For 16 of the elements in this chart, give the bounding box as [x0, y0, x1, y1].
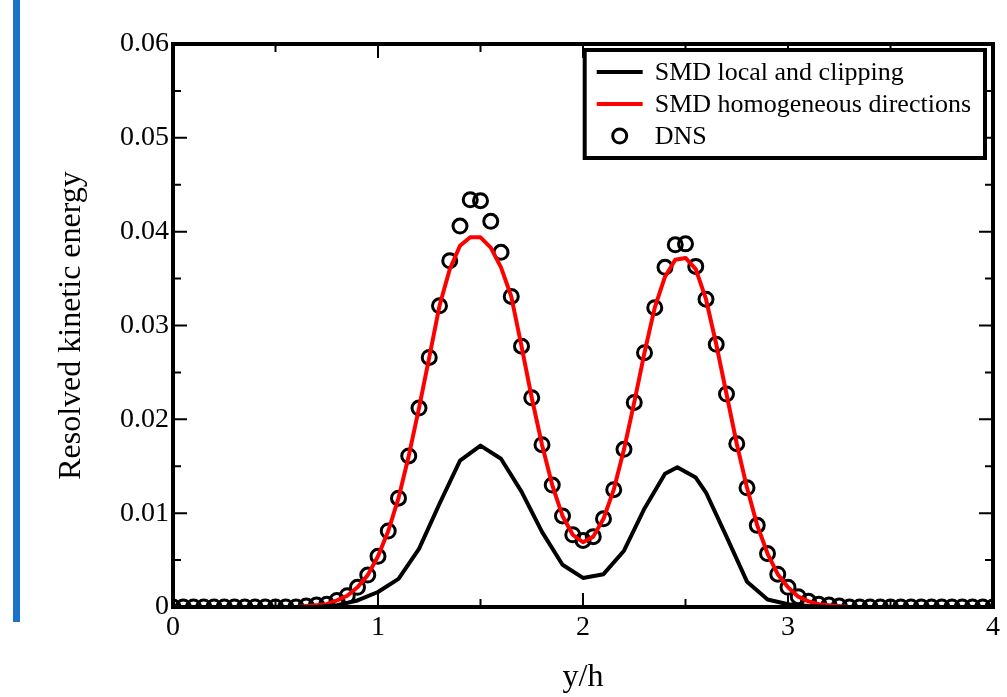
y-tick-label: 0.01 — [120, 495, 169, 527]
y-tick-label: 0.02 — [120, 401, 169, 433]
y-tick-label: 0.04 — [120, 214, 169, 246]
x-tick-label: 4 — [986, 610, 1000, 642]
x-tick-label: 3 — [781, 610, 795, 642]
legend-label: SMD homogeneous directions — [654, 88, 972, 118]
legend-label: DNS — [654, 120, 707, 150]
y-tick-label: 0 — [155, 589, 169, 621]
y-tick-label: 0.03 — [120, 307, 169, 339]
y-tick-label: 0.06 — [120, 26, 169, 58]
x-axis-title: y/h — [562, 657, 604, 694]
legend-label: SMD local and clipping — [654, 56, 904, 86]
x-tick-label: 1 — [371, 610, 385, 642]
y-axis-title: Resolved kinetic energy — [50, 171, 87, 480]
x-tick-label: 2 — [576, 610, 590, 642]
y-tick-label: 0.05 — [120, 120, 169, 152]
